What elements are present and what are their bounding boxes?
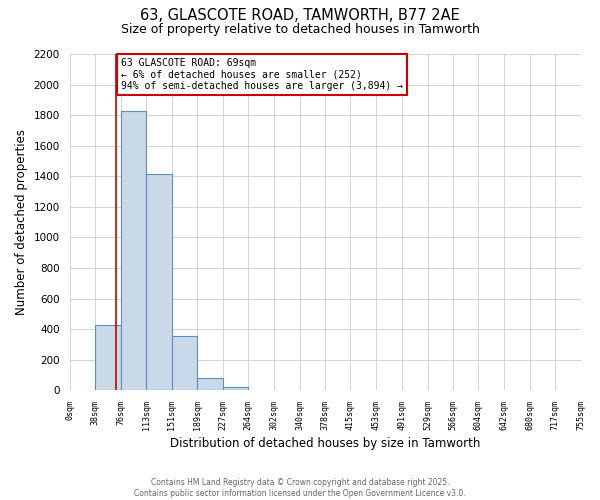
Text: Size of property relative to detached houses in Tamworth: Size of property relative to detached ho…	[121, 22, 479, 36]
X-axis label: Distribution of detached houses by size in Tamworth: Distribution of detached houses by size …	[170, 437, 480, 450]
Text: Contains HM Land Registry data © Crown copyright and database right 2025.
Contai: Contains HM Land Registry data © Crown c…	[134, 478, 466, 498]
Bar	[95, 324, 121, 390]
Y-axis label: Number of detached properties: Number of detached properties	[15, 129, 28, 315]
Text: 63, GLASCOTE ROAD, TAMWORTH, B77 2AE: 63, GLASCOTE ROAD, TAMWORTH, B77 2AE	[140, 8, 460, 22]
Bar	[121, 110, 146, 390]
Text: 63 GLASCOTE ROAD: 69sqm
← 6% of detached houses are smaller (252)
94% of semi-de: 63 GLASCOTE ROAD: 69sqm ← 6% of detached…	[121, 58, 403, 91]
Bar	[197, 378, 223, 390]
Bar	[146, 174, 172, 390]
Bar	[223, 386, 248, 390]
Bar	[172, 336, 197, 390]
